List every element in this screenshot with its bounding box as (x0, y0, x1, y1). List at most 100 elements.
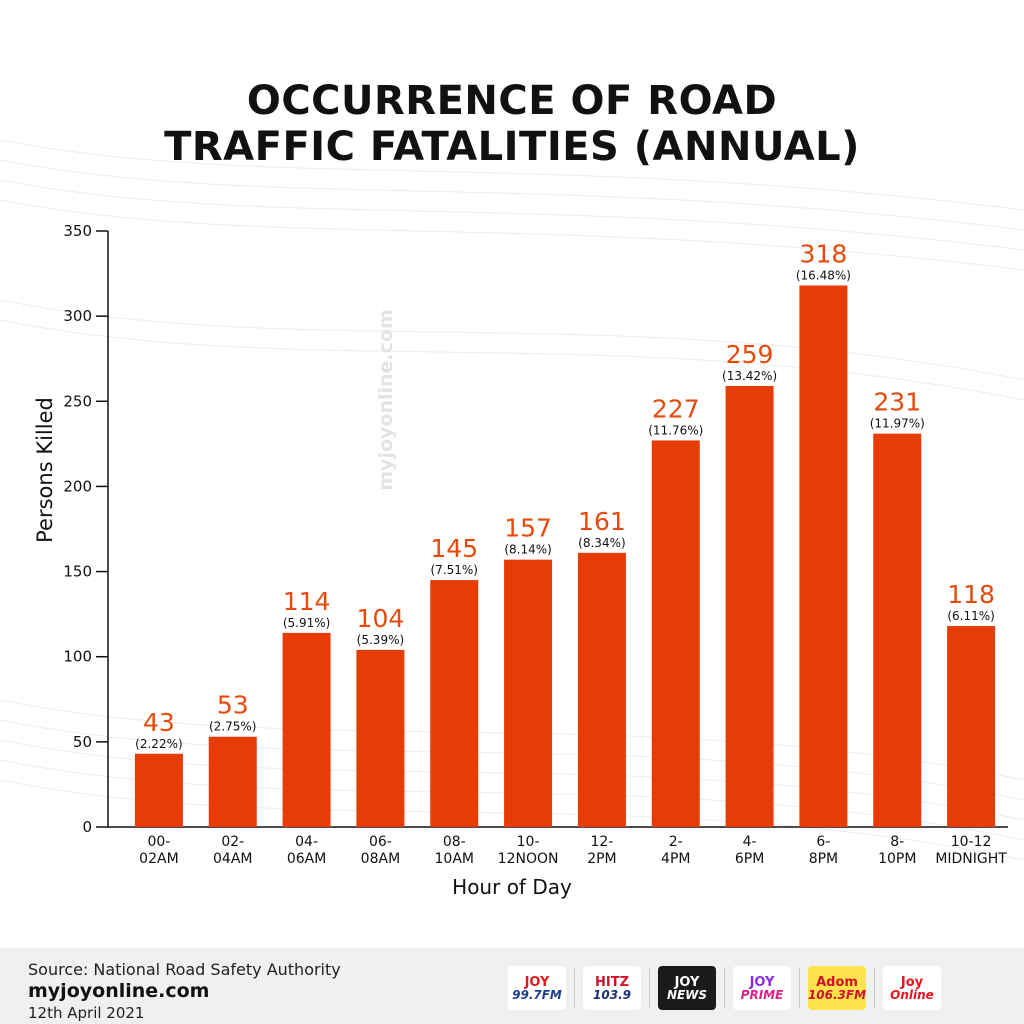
logo-line-2: 103.9 (593, 987, 631, 1002)
bar-value-label: 161 (578, 507, 626, 536)
bar-value-label: 227 (652, 394, 700, 423)
logo-line-2: PRIME (740, 987, 784, 1002)
x-tick-label: 08AM (361, 851, 400, 867)
y-axis-label: Persons Killed (33, 397, 57, 543)
bar (799, 285, 848, 827)
logo-line-1: JOY (674, 974, 700, 990)
brand-logos: JOY 99.7FM HITZ 103.9 JOY NEWS JOY PRIME Adom 106… (508, 964, 941, 1012)
bar (208, 736, 257, 827)
joy-fm-logo: JOY 99.7FM (508, 966, 566, 1010)
x-tick-label: 8PM (809, 851, 838, 867)
bar-percent-label: (6.11%) (947, 609, 994, 623)
x-tick-label: 08- (443, 834, 466, 850)
bar (282, 632, 331, 827)
footer: Source: National Road Safety Authority m… (0, 948, 1024, 1024)
y-tick-label: 200 (63, 477, 92, 495)
bar-percent-label: (16.48%) (796, 268, 851, 282)
bar-value-label: 104 (357, 604, 405, 633)
x-tick-label: 04- (295, 834, 318, 850)
x-tick-label: 4- (743, 834, 757, 850)
x-tick-label: 06AM (287, 851, 326, 867)
site-name: myjoyonline.com (28, 980, 210, 1002)
bar-percent-label: (13.42%) (722, 369, 777, 383)
y-tick-label: 0 (82, 818, 92, 836)
x-tick-label: 10- (517, 834, 540, 850)
publish-date: 12th April 2021 (28, 1004, 145, 1022)
bar-value-label: 43 (143, 708, 175, 737)
logo-separator (649, 968, 650, 1008)
x-tick-label: 02- (221, 834, 244, 850)
joy-online-logo: Joy Online (883, 966, 941, 1010)
x-tick-label: 06- (369, 834, 392, 850)
logo-separator (874, 968, 875, 1008)
logo-line-2: NEWS (666, 987, 708, 1002)
y-tick-label: 50 (73, 733, 92, 751)
y-tick-label: 100 (63, 648, 92, 666)
x-axis-label: Hour of Day (452, 875, 572, 899)
bar-value-label: 53 (217, 691, 249, 720)
bar-value-label: 157 (504, 514, 552, 543)
x-tick-label: 10PM (878, 851, 916, 867)
bar (577, 552, 626, 827)
joy-prime-logo: JOY PRIME (733, 966, 791, 1010)
bar-percent-label: (5.39%) (357, 633, 404, 647)
x-tick-label: 04AM (213, 851, 252, 867)
y-tick-label: 150 (63, 563, 92, 581)
chart-title-line-2: TRAFFIC FATALITIES (ANNUAL) (164, 124, 860, 170)
x-tick-label: 4PM (661, 851, 690, 867)
bar-value-label: 114 (283, 587, 331, 616)
x-tick-label: 00- (147, 834, 170, 850)
bar-percent-label: (2.75%) (209, 720, 256, 734)
x-tick-label: 02AM (139, 851, 178, 867)
y-tick-label: 350 (63, 222, 92, 240)
bar-percent-label: (8.14%) (504, 543, 551, 557)
y-tick-label: 250 (63, 392, 92, 410)
bar-value-label: 259 (726, 340, 774, 369)
logo-line-2: 99.7FM (512, 987, 562, 1002)
bar-value-label: 145 (430, 534, 478, 563)
x-tick-label: 10-12 (951, 834, 992, 850)
bar (134, 753, 183, 827)
x-tick-label: 8- (890, 834, 904, 850)
logo-separator (574, 968, 575, 1008)
x-tick-label: 10AM (435, 851, 474, 867)
adom-fm-logo: Adom 106.3FM (808, 966, 866, 1010)
bar-value-label: 231 (873, 388, 921, 417)
chart-title: OCCURRENCE OF ROAD TRAFFIC FATALITIES (A… (0, 78, 1024, 170)
logo-separator (724, 968, 725, 1008)
x-tick-label: 2PM (587, 851, 616, 867)
bar (430, 580, 479, 827)
bar-percent-label: (5.91%) (283, 616, 330, 630)
bar (873, 433, 922, 827)
x-tick-label: MIDNIGHT (935, 851, 1007, 867)
bar (651, 440, 700, 827)
logo-line-1: HITZ (594, 974, 629, 990)
bar-percent-label: (11.76%) (648, 423, 703, 437)
source-text: Source: National Road Safety Authority (28, 960, 341, 979)
bar-value-label: 118 (947, 580, 995, 609)
hitz-fm-logo: HITZ 103.9 (583, 966, 641, 1010)
x-tick-label: 6PM (735, 851, 764, 867)
bar (504, 559, 553, 827)
logo-line-1: JOY (524, 974, 550, 990)
x-tick-label: 12NOON (498, 851, 559, 867)
x-tick-label: 2- (669, 834, 683, 850)
bar (725, 385, 774, 827)
bar-value-label: 318 (800, 239, 848, 268)
bar-percent-label: (2.22%) (135, 737, 182, 751)
logo-line-2: Online (890, 987, 934, 1002)
bar (356, 649, 405, 827)
logo-line-1: Joy (900, 974, 924, 990)
bar-percent-label: (8.34%) (578, 536, 625, 550)
chart-title-line-1: OCCURRENCE OF ROAD (246, 78, 778, 124)
bar-percent-label: (7.51%) (431, 563, 478, 577)
logo-line-2: 106.3FM (807, 987, 867, 1002)
logo-line-1: Adom (816, 974, 858, 990)
logo-line-1: JOY (749, 974, 775, 990)
x-tick-label: 6- (816, 834, 830, 850)
bar-percent-label: (11.97%) (870, 417, 925, 431)
bar (947, 626, 996, 827)
logo-separator (799, 968, 800, 1008)
